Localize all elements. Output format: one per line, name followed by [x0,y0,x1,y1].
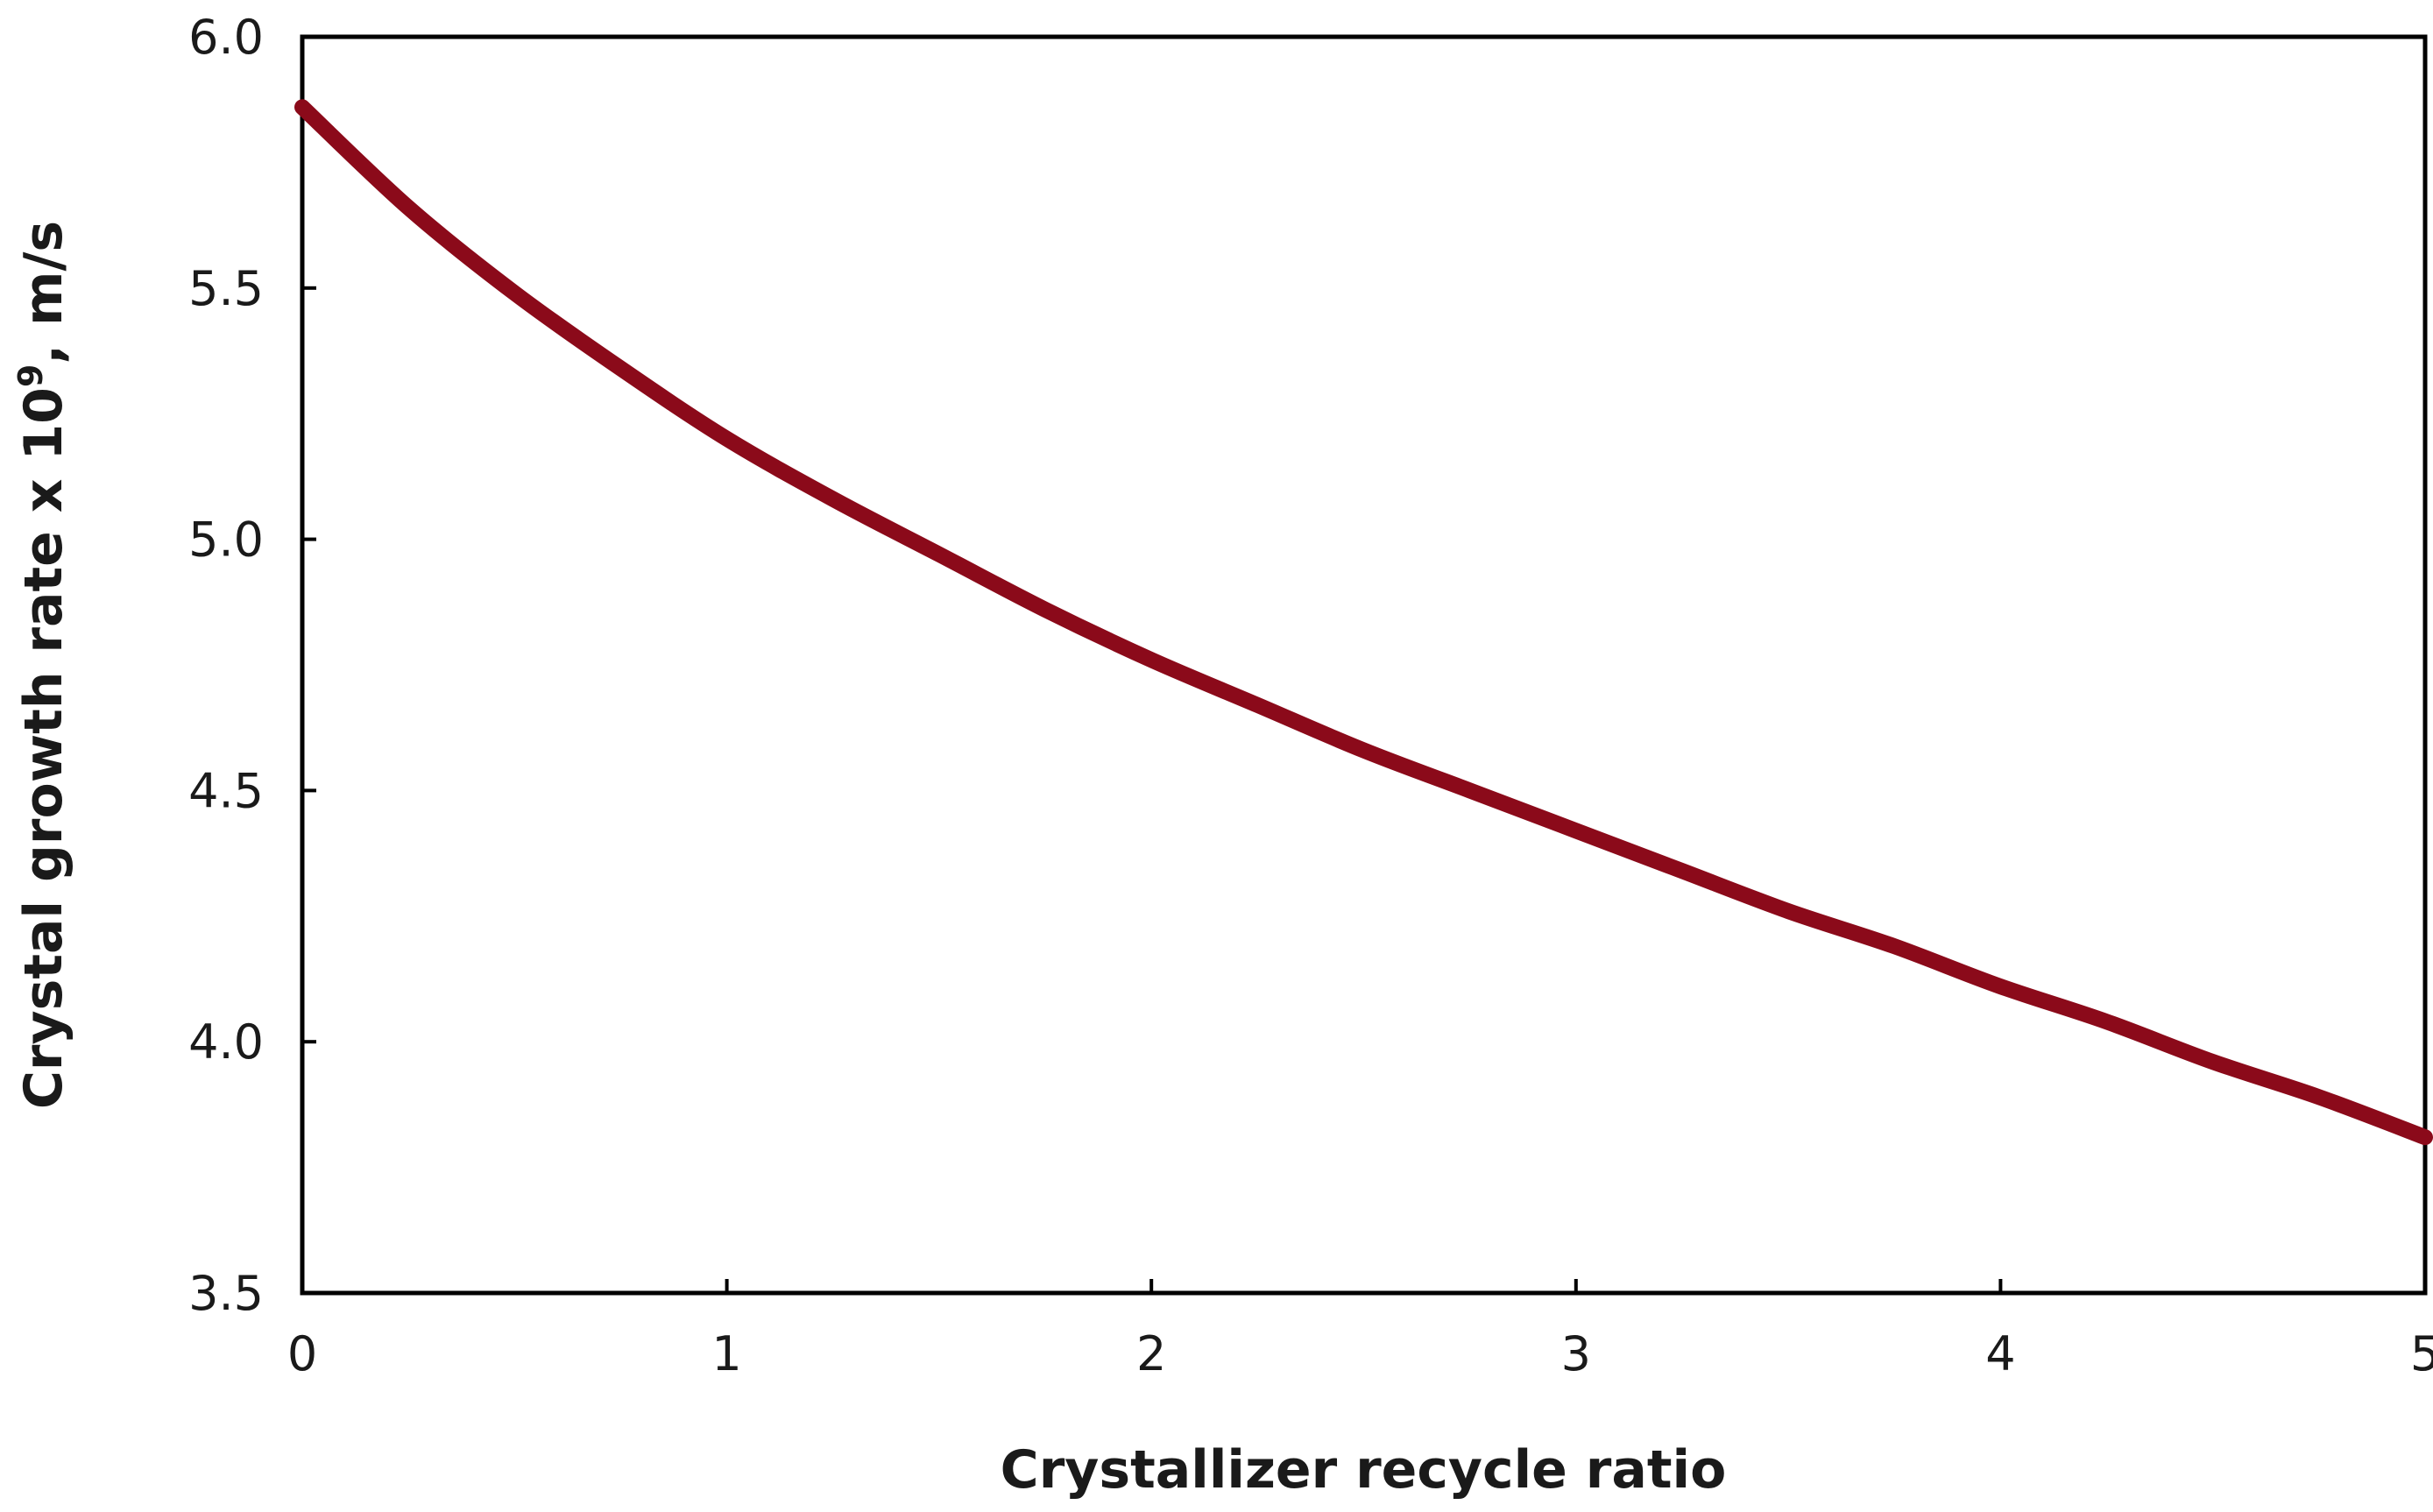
y-axis-title: Crystal growth rate x 109, m/s [11,221,74,1109]
x-tick-label-5: 5 [2410,1326,2433,1381]
x-tick-label-3: 3 [1561,1326,1591,1381]
y-tick-label-0: 3.5 [188,1266,264,1321]
x-axis-ticks [301,1279,2427,1293]
series-line-0 [294,99,2433,1146]
y-axis-title-main: Crystal growth rate x 10 [13,387,74,1109]
x-tick-label-0: 0 [287,1326,317,1381]
y-tick-label-1: 4.0 [188,1014,264,1070]
y-tick-label-2: 4.5 [188,763,264,818]
x-tick-label-1: 1 [711,1326,741,1381]
x-tick-label-4: 4 [1985,1326,2015,1381]
y-tick-label-4: 5.5 [188,261,264,316]
x-axis-tick-labels: 0 1 2 3 4 5 [287,1326,2433,1381]
x-axis-title: Crystallizer recycle ratio [1001,1439,1727,1501]
y-tick-label-5: 6.0 [188,10,264,65]
series-layer [294,99,2433,1146]
y-axis-title-superscript: 9 [11,364,50,387]
y-axis-tick-labels: 3.5 4.0 4.5 5.0 5.5 6.0 [188,10,264,1321]
y-axis-title-suffix: , m/s [13,221,74,364]
y-tick-label-3: 5.0 [188,512,264,568]
y-axis-ticks [302,35,316,1295]
x-tick-label-2: 2 [1136,1326,1166,1381]
plot-frame [300,34,2428,1296]
